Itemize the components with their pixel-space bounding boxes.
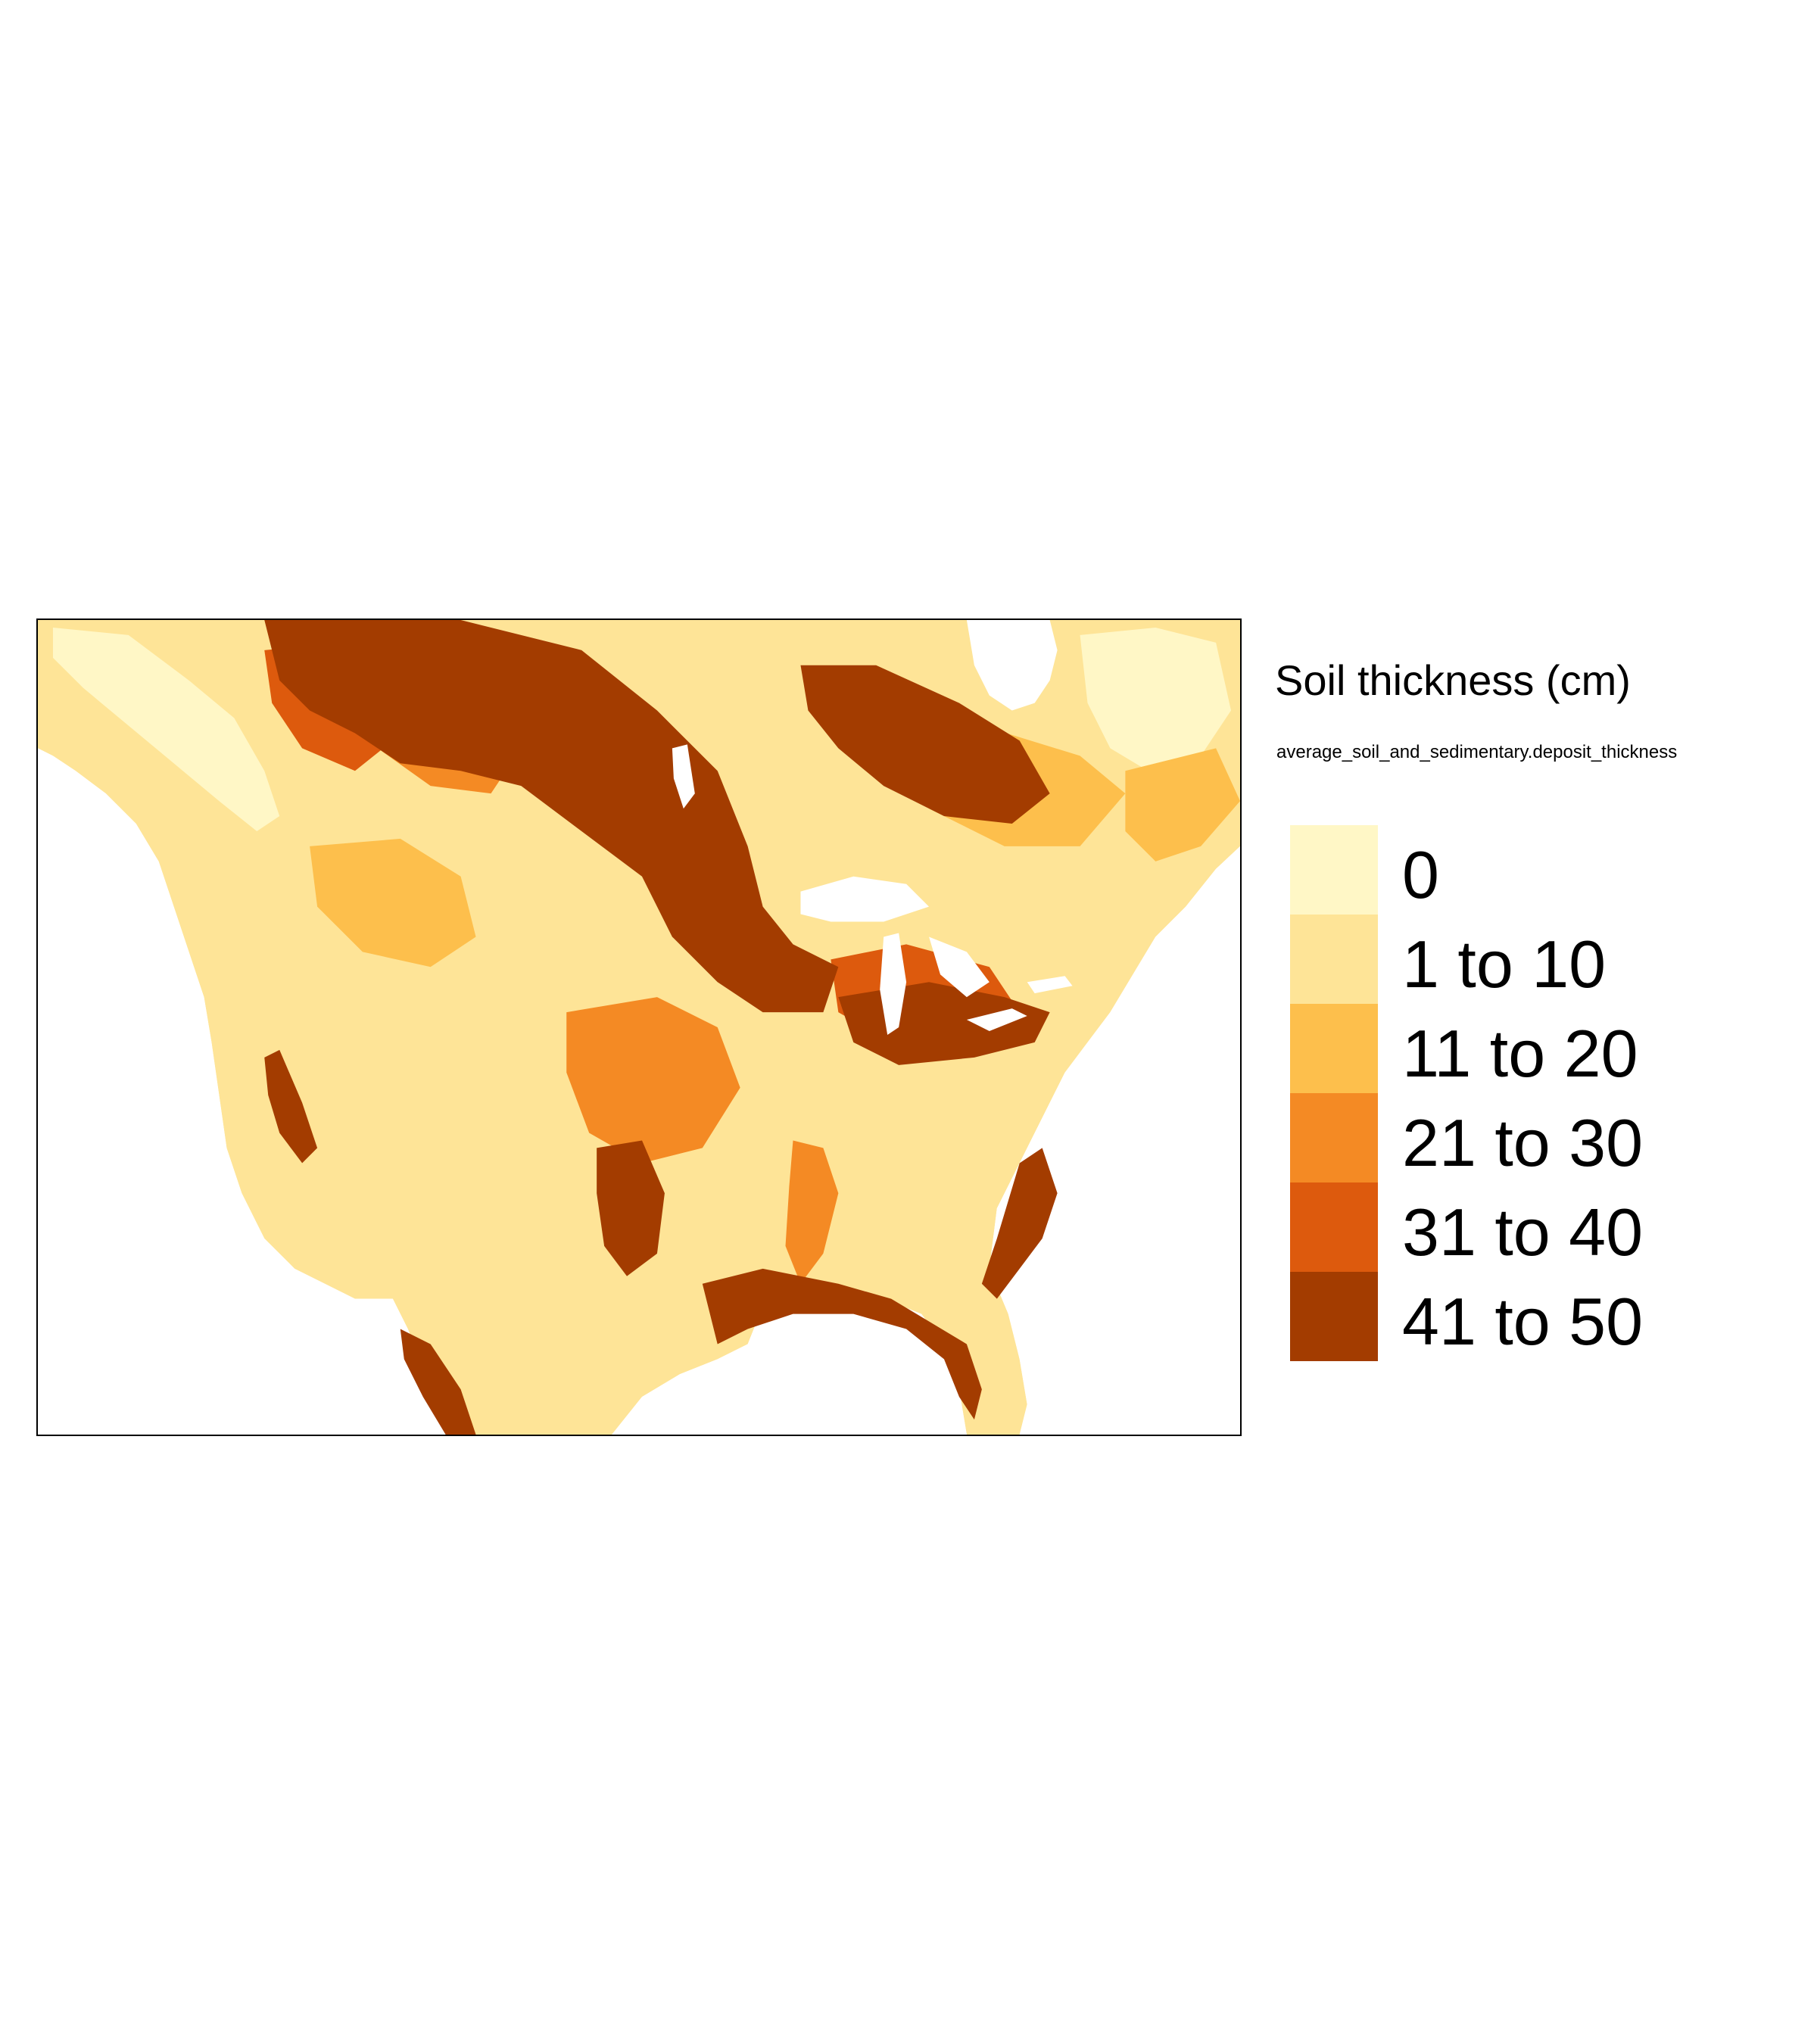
map-panel [36, 618, 1242, 1436]
zone-21-30-mississippi [785, 1140, 839, 1284]
legend-item: 1 to 10 [1290, 915, 1759, 1004]
legend-label: 1 to 10 [1402, 927, 1607, 1002]
zone-41-50-gulf-coast [702, 1268, 982, 1420]
zone-41-50-ozarks [597, 1140, 665, 1276]
pacific-ocean [38, 748, 461, 1435]
legend-item: 11 to 20 [1290, 1004, 1759, 1093]
zone-21-30-midwest [566, 997, 740, 1164]
lake-winnipeg [672, 744, 695, 809]
zone-0-east [1080, 627, 1232, 771]
lake-michigan [880, 933, 907, 1035]
zone-0-rockies [52, 627, 280, 831]
zone-41-50-central-valley [264, 1049, 318, 1164]
legend-label: 21 to 30 [1402, 1105, 1644, 1180]
legend-subtitle: average_soil_and_sedimentary.deposit_thi… [1276, 742, 1678, 762]
legend-label: 41 to 50 [1402, 1284, 1644, 1359]
zone-11-20-northeast [1125, 748, 1240, 862]
legend-swatch [1290, 1004, 1378, 1093]
lake-superior [800, 876, 930, 922]
hudson-bay [966, 620, 1058, 711]
legend-item: 31 to 40 [1290, 1182, 1759, 1272]
soil-thickness-raster [38, 620, 1240, 1435]
zone-11-20-plains [310, 838, 476, 967]
legend-title: Soil thickness (cm) [1275, 656, 1631, 704]
zone-41-50-boreal [264, 620, 839, 1013]
legend-item: 41 to 50 [1290, 1272, 1759, 1361]
lake-huron [929, 936, 990, 998]
gulf-of-mexico [612, 1283, 967, 1435]
zone-41-50-atlantic-coast [981, 1148, 1058, 1299]
legend-label: 31 to 40 [1402, 1195, 1644, 1270]
legend-swatch [1290, 915, 1378, 1004]
legend-item: 0 [1290, 825, 1759, 915]
legend-swatch [1290, 1182, 1378, 1272]
legend-item: 21 to 30 [1290, 1093, 1759, 1182]
lake-ontario [1027, 976, 1073, 994]
legend-swatch [1290, 1093, 1378, 1182]
legend-label: 0 [1402, 837, 1439, 912]
lake-erie [966, 1008, 1027, 1031]
zone-41-50-quebec [800, 665, 1050, 824]
legend-swatch [1290, 825, 1378, 915]
legend-label: 11 to 20 [1402, 1016, 1638, 1091]
legend-swatch [1290, 1272, 1378, 1361]
atlantic-ocean [966, 846, 1240, 1435]
zone-41-50-mexico-west [400, 1329, 476, 1435]
